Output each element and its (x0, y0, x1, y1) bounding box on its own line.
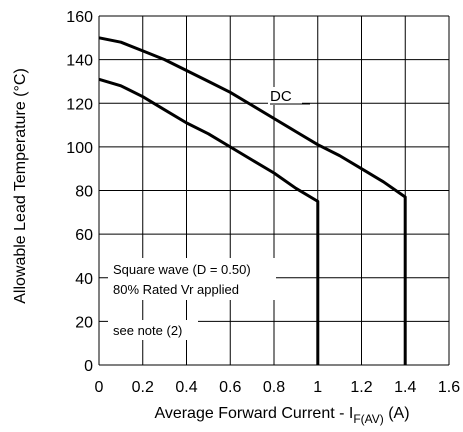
x-axis-title-main: Average Forward Current - I (154, 405, 353, 422)
x-axis-title: Average Forward Current - IF(AV) (A) (154, 405, 409, 426)
dc-label-background (268, 87, 302, 105)
note-rated-vr: 80% Rated Vr applied (113, 282, 239, 297)
x-tick-label: 0.2 (132, 379, 154, 396)
y-tick-label: 160 (66, 9, 93, 26)
note-square-wave: Square wave (D = 0.50) (113, 262, 251, 277)
y-tick-label: 80 (75, 184, 93, 201)
series-line-dc (98, 36, 407, 365)
x-tick-label: 0 (95, 379, 104, 396)
dc-series-label: DC (270, 88, 292, 105)
y-tick-label: 60 (75, 227, 93, 244)
note2-background (108, 320, 198, 340)
tick-labels: 0 0.2 0.4 0.6 0.8 1 1.2 1.4 1.6 0 20 40 60 80 100 120 14… (66, 9, 460, 396)
series-line-square-wave (98, 77, 320, 365)
note-see-note: see note (2) (113, 323, 182, 338)
x-tick-label: 0.6 (219, 379, 241, 396)
note-background (108, 258, 276, 300)
x-axis-title-sub: F(AV) (353, 412, 383, 426)
y-tick-label: 120 (66, 96, 93, 113)
x-tick-label: 1.6 (438, 379, 460, 396)
y-tick-label: 40 (75, 271, 93, 288)
x-tick-label: 0.4 (175, 379, 197, 396)
x-axis-title-unit: (A) (384, 405, 410, 422)
x-tick-label: 1.2 (350, 379, 372, 396)
y-tick-label: 140 (66, 53, 93, 70)
x-tick-label: 0.8 (263, 379, 285, 396)
x-tick-label: 1.4 (394, 379, 416, 396)
curves (98, 36, 407, 365)
y-tick-label: 0 (84, 358, 93, 375)
y-tick-label: 100 (66, 140, 93, 157)
y-axis-title: Allowable Lead Temperature (°C) (12, 68, 29, 304)
y-tick-label: 20 (75, 314, 93, 331)
x-tick-label: 1 (313, 379, 322, 396)
